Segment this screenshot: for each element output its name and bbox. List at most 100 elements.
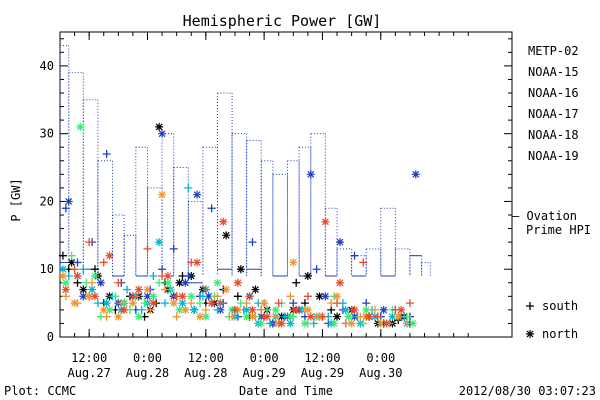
south-marker	[362, 299, 371, 308]
x-tick-label-date: Aug.28	[184, 366, 227, 380]
north-marker	[163, 278, 172, 287]
south-marker	[79, 265, 88, 274]
x-tick-label-time: 12:00	[71, 351, 107, 365]
y-tick-label: 30	[40, 127, 54, 141]
south-marker	[271, 312, 280, 321]
north-marker	[526, 330, 534, 338]
south-marker	[245, 292, 254, 301]
north-marker	[286, 312, 295, 321]
north-marker	[181, 278, 190, 287]
ovation-series	[59, 45, 431, 284]
north-marker	[187, 292, 196, 301]
legend-entry: NOAA-16	[528, 86, 579, 100]
south-marker	[526, 302, 534, 310]
south-marker	[85, 238, 94, 247]
south-marker	[265, 319, 274, 328]
north-marker	[388, 312, 397, 321]
north-marker	[248, 305, 257, 314]
south-marker	[149, 272, 158, 280]
north-marker	[333, 292, 342, 301]
y-tick-label: 40	[40, 59, 54, 73]
south-marker	[303, 292, 312, 301]
north-marker	[114, 312, 123, 321]
south-marker	[137, 305, 146, 314]
south-marker	[155, 278, 164, 287]
south-marker	[213, 292, 222, 301]
north-marker	[344, 312, 353, 321]
north-marker	[102, 299, 111, 308]
south-marker	[274, 299, 283, 308]
south-marker	[228, 312, 237, 321]
x-tick-label-time: 0:00	[133, 351, 162, 365]
legend: METP-02 NOAA-15 NOAA-16 NOAA-17 NOAA-18 NOAA-…	[512, 44, 591, 341]
north-marker	[178, 299, 187, 308]
legend-entry: NOAA-17	[528, 107, 579, 121]
south-marker	[201, 305, 210, 314]
north-marker	[134, 285, 143, 294]
north-marker	[411, 170, 420, 179]
north-marker	[347, 319, 356, 328]
south-marker	[187, 299, 196, 308]
north-marker	[134, 312, 143, 321]
south-marker	[160, 299, 169, 308]
south-marker	[143, 244, 152, 253]
south-marker	[373, 312, 382, 321]
south-marker	[216, 299, 225, 308]
x-tick-label-date: Aug.27	[67, 366, 110, 380]
north-marker	[178, 292, 187, 301]
north-marker	[263, 312, 272, 321]
north-marker	[96, 278, 105, 287]
north-marker	[330, 319, 339, 328]
south-marker	[318, 312, 327, 321]
north-marker	[362, 305, 371, 314]
south-marker	[292, 278, 301, 287]
north-marker	[300, 319, 309, 328]
north-marker	[222, 285, 231, 294]
north-marker	[73, 272, 82, 280]
south-marker	[70, 265, 79, 274]
south-marker	[146, 305, 155, 314]
north-marker	[251, 285, 260, 294]
chart-title: Hemispheric Power [GW]	[183, 12, 382, 30]
north-marker	[315, 292, 324, 301]
north-marker	[341, 305, 350, 314]
north-marker	[382, 319, 391, 328]
south-marker	[169, 244, 178, 253]
south-marker	[184, 272, 193, 280]
north-marker	[158, 190, 167, 199]
south-marker	[123, 285, 132, 294]
x-tick-label-time: 12:00	[188, 351, 224, 365]
series-noaa-17	[61, 122, 417, 328]
y-axis-label: P [GW]	[9, 178, 23, 221]
north-marker	[394, 312, 403, 321]
north-marker	[58, 265, 67, 274]
south-marker	[73, 258, 82, 267]
data-points	[58, 122, 420, 328]
south-marker	[90, 265, 99, 274]
north-marker	[248, 312, 257, 321]
south-marker	[140, 299, 149, 308]
x-axis: 12:00Aug.270:00Aug.2812:00Aug.280:00Aug.…	[67, 32, 469, 380]
x-tick-label-date: Aug.29	[242, 366, 285, 380]
south-marker	[359, 319, 368, 328]
north-marker	[143, 285, 152, 294]
south-marker	[370, 305, 379, 314]
x-tick-label-time: 12:00	[304, 351, 340, 365]
south-marker	[195, 299, 204, 308]
legend-entry: NOAA-19	[528, 149, 579, 163]
x-axis-label: Date and Time	[239, 384, 333, 398]
south-marker	[300, 299, 309, 308]
footer-plot-credit: Plot: CCMC	[4, 384, 76, 398]
north-marker	[193, 190, 202, 199]
south-marker	[233, 292, 242, 301]
legend-entry: NOAA-15	[528, 65, 579, 79]
south-marker	[158, 265, 167, 274]
north-marker	[70, 299, 79, 308]
north-marker	[292, 305, 301, 314]
south-marker	[114, 278, 123, 287]
north-marker	[149, 292, 158, 301]
south-marker	[207, 204, 216, 213]
north-marker	[303, 305, 312, 314]
north-marker	[61, 285, 70, 294]
north-marker	[286, 319, 295, 328]
